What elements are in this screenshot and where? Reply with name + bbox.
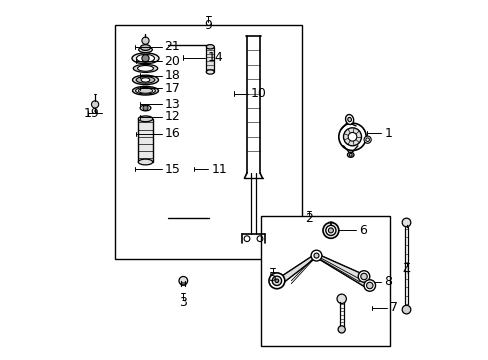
Circle shape (337, 326, 345, 333)
Circle shape (313, 253, 318, 258)
Text: 12: 12 (164, 111, 180, 123)
Ellipse shape (347, 152, 353, 157)
Circle shape (366, 282, 372, 289)
Ellipse shape (136, 77, 155, 83)
Ellipse shape (132, 75, 158, 85)
Polygon shape (278, 255, 366, 288)
Circle shape (91, 101, 99, 108)
Ellipse shape (140, 45, 150, 50)
Ellipse shape (345, 114, 353, 125)
Ellipse shape (206, 70, 214, 74)
Circle shape (401, 218, 410, 227)
Text: 14: 14 (207, 51, 223, 64)
Circle shape (336, 294, 346, 303)
Circle shape (328, 228, 333, 233)
Text: 9: 9 (204, 19, 212, 32)
Text: 1: 1 (384, 127, 391, 140)
Circle shape (363, 280, 375, 291)
Circle shape (142, 37, 149, 44)
Text: 7: 7 (389, 301, 397, 314)
Ellipse shape (138, 159, 152, 165)
Circle shape (322, 222, 338, 238)
Circle shape (310, 250, 321, 261)
Bar (206, 47, 214, 72)
Ellipse shape (133, 64, 158, 72)
Text: 10: 10 (250, 87, 266, 100)
Circle shape (347, 132, 356, 141)
Ellipse shape (348, 153, 351, 156)
Text: 16: 16 (164, 127, 180, 140)
Text: 2: 2 (305, 212, 313, 225)
Circle shape (142, 55, 149, 62)
Text: 20: 20 (164, 55, 180, 68)
Text: 13: 13 (164, 98, 180, 111)
Text: 3: 3 (179, 296, 187, 309)
Bar (115, 25, 302, 259)
Ellipse shape (139, 47, 152, 53)
Bar (260, 216, 389, 346)
Ellipse shape (137, 66, 153, 71)
Circle shape (401, 305, 410, 314)
Circle shape (343, 128, 361, 146)
Circle shape (142, 105, 148, 111)
Ellipse shape (136, 54, 154, 62)
Circle shape (363, 136, 370, 143)
Ellipse shape (132, 53, 159, 64)
Circle shape (338, 123, 366, 150)
Ellipse shape (141, 78, 149, 82)
Bar (138, 119, 152, 162)
Circle shape (179, 276, 187, 285)
Ellipse shape (138, 88, 152, 93)
Text: 6: 6 (358, 224, 366, 237)
Text: 5: 5 (268, 271, 276, 284)
Circle shape (325, 225, 335, 235)
Text: 4: 4 (402, 264, 409, 276)
Text: 8: 8 (384, 275, 391, 288)
Circle shape (268, 273, 284, 289)
Circle shape (358, 271, 369, 282)
Text: 19: 19 (83, 107, 99, 120)
Text: 15: 15 (164, 163, 180, 176)
Ellipse shape (206, 45, 214, 49)
Ellipse shape (138, 116, 152, 122)
Text: 18: 18 (164, 69, 180, 82)
Text: 11: 11 (211, 163, 226, 176)
Ellipse shape (347, 117, 351, 122)
Circle shape (272, 276, 281, 285)
Ellipse shape (135, 87, 155, 94)
Ellipse shape (132, 86, 158, 95)
Circle shape (360, 273, 366, 280)
Text: 21: 21 (164, 40, 180, 53)
Ellipse shape (140, 105, 151, 111)
Circle shape (275, 279, 278, 283)
Text: 17: 17 (164, 82, 180, 95)
